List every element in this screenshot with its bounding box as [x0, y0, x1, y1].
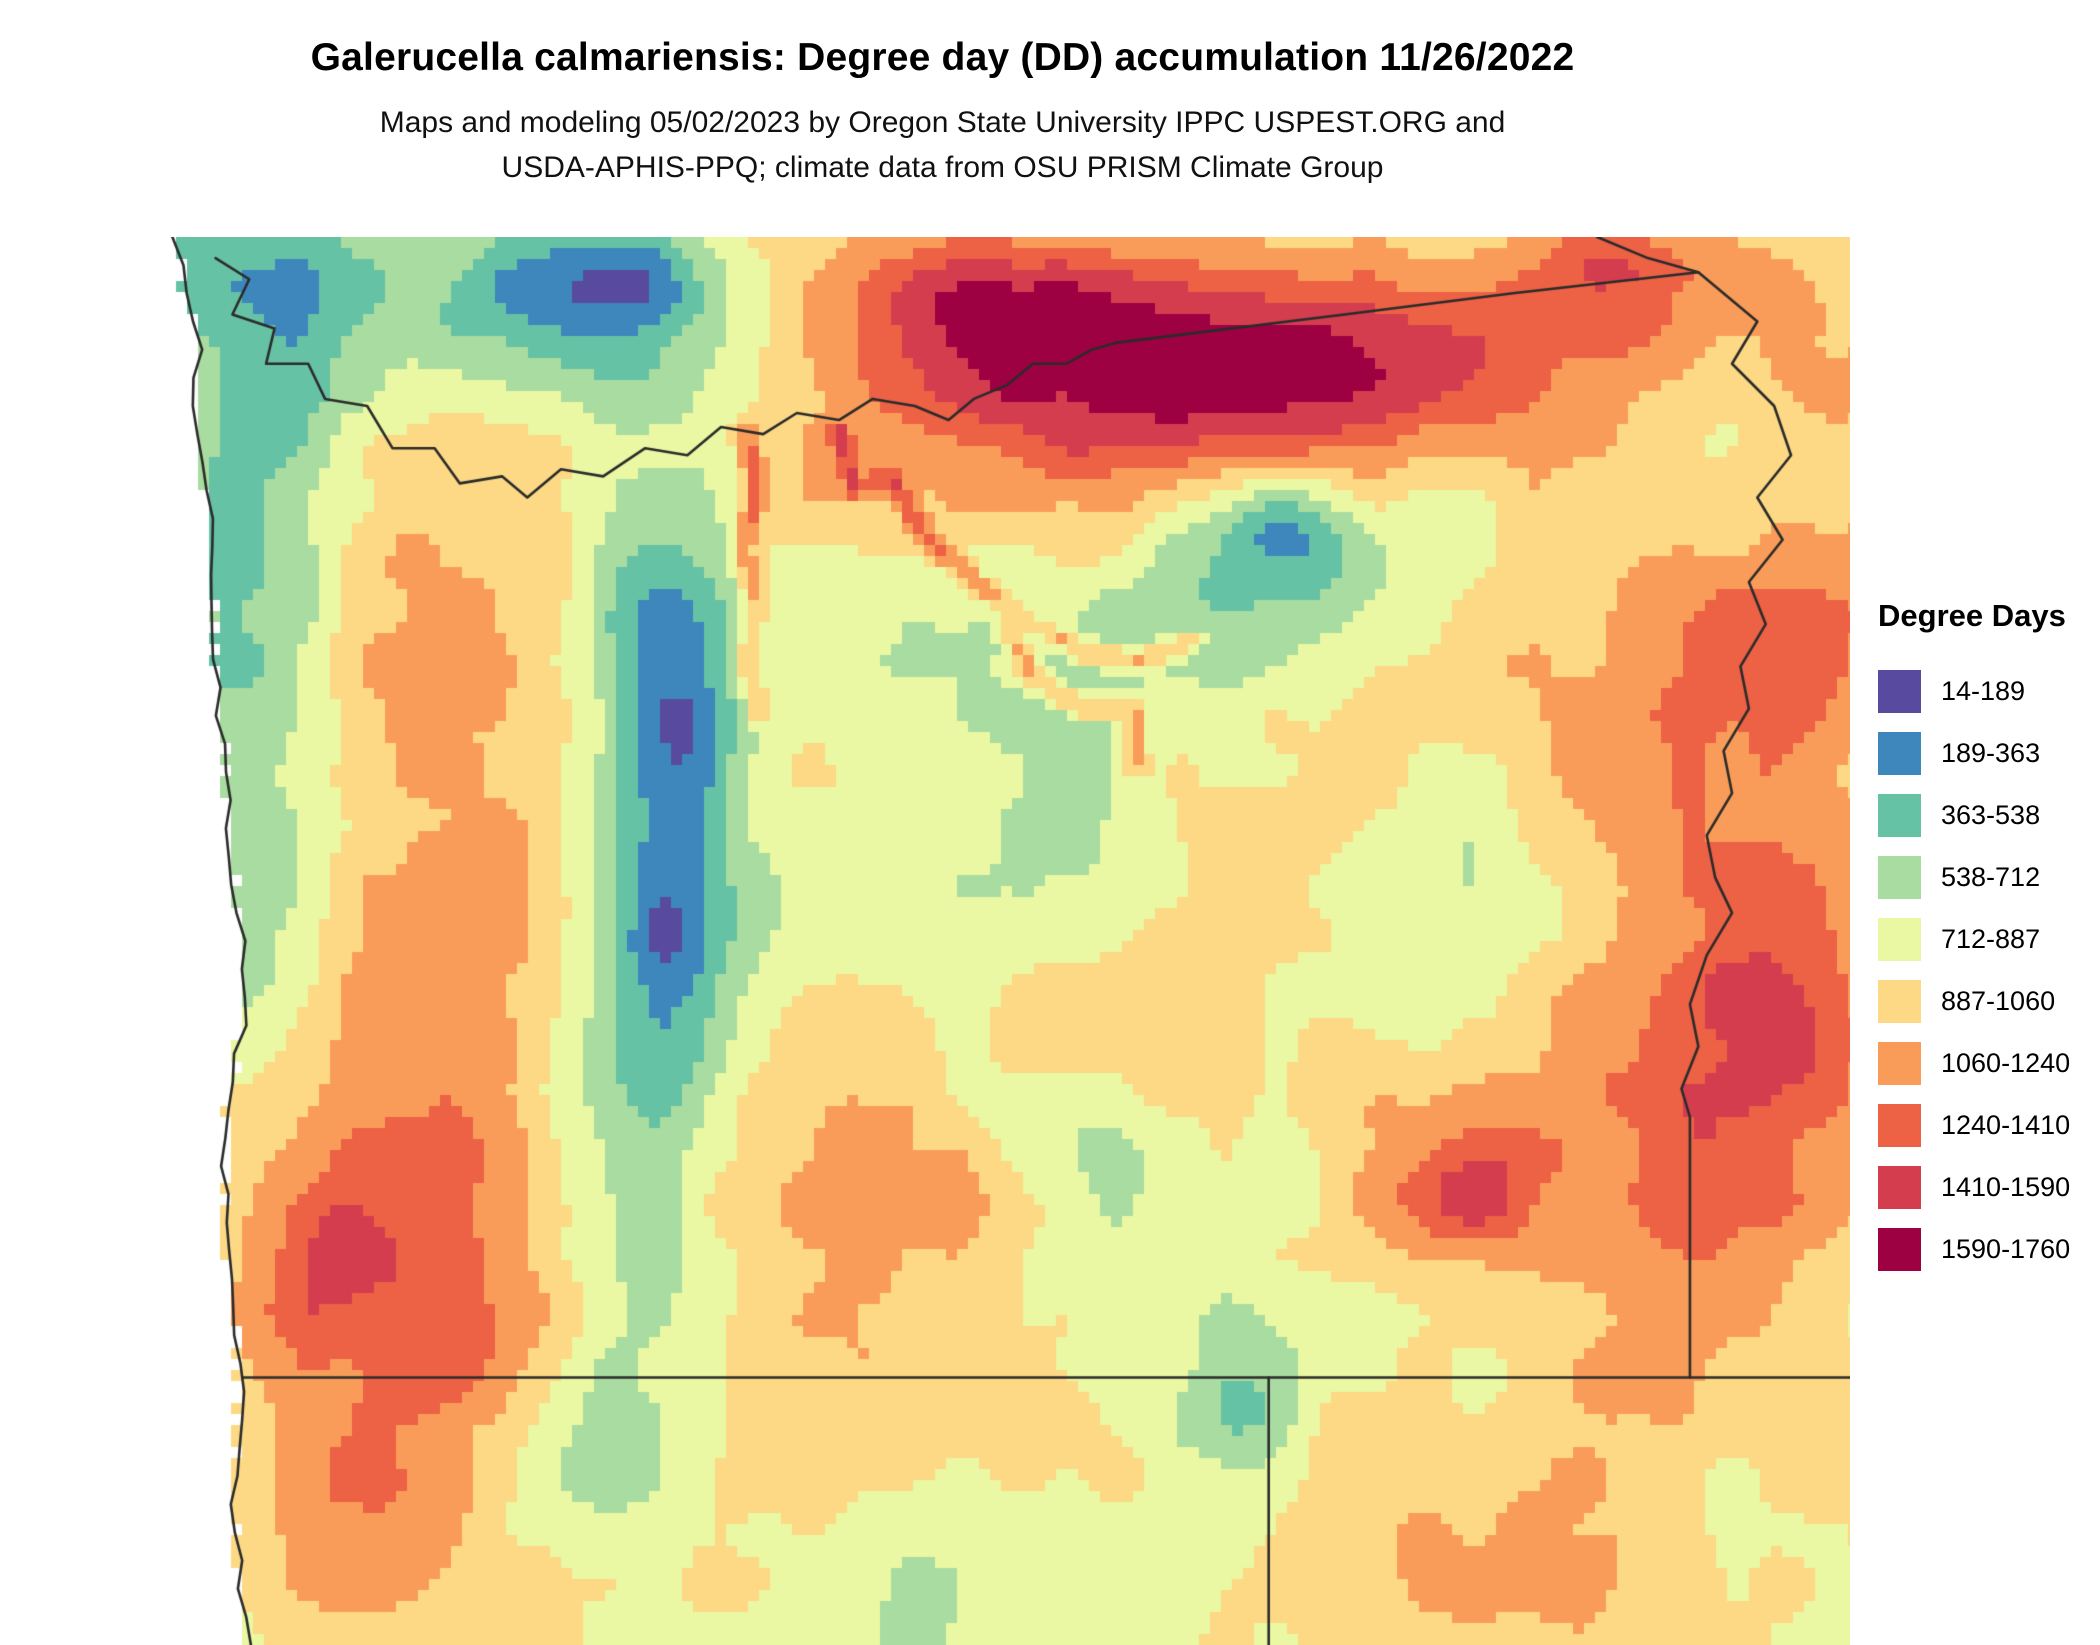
legend-row: 1060-1240	[1878, 1032, 2100, 1094]
legend-label: 1590-1760	[1941, 1233, 2071, 1264]
legend: Degree Days 14-189 189-363 363-538 538-712 7…	[1878, 598, 2100, 1280]
legend-row: 1590-1760	[1878, 1218, 2100, 1280]
legend-label: 1060-1240	[1941, 1047, 2071, 1078]
legend-row: 538-712	[1878, 846, 2100, 908]
legend-swatch	[1878, 1041, 1921, 1085]
legend-row: 189-363	[1878, 722, 2100, 784]
legend-label: 887-1060	[1941, 985, 2056, 1016]
legend-label: 189-363	[1941, 737, 2041, 768]
legend-swatch	[1878, 669, 1921, 713]
legend-row: 1240-1410	[1878, 1094, 2100, 1156]
legend-row: 1410-1590	[1878, 1156, 2100, 1218]
map-subtitle: Maps and modeling 05/02/2023 by Oregon S…	[100, 100, 1785, 190]
legend-swatch	[1878, 731, 1921, 775]
legend-swatch	[1878, 979, 1921, 1023]
legend-swatch	[1878, 855, 1921, 899]
map-area	[165, 237, 1850, 1645]
legend-label: 14-189	[1941, 675, 2026, 706]
legend-title: Degree Days	[1878, 598, 2066, 633]
legend-swatch	[1878, 1227, 1921, 1271]
subtitle-line-2: USDA-APHIS-PPQ; climate data from OSU PR…	[501, 151, 1384, 184]
legend-rows: 14-189 189-363 363-538 538-712 712-887 887-10…	[1878, 660, 2100, 1280]
legend-label: 712-887	[1941, 923, 2041, 954]
legend-swatch	[1878, 1165, 1921, 1209]
legend-label: 1240-1410	[1941, 1109, 2071, 1140]
legend-row: 712-887	[1878, 908, 2100, 970]
legend-label: 1410-1590	[1941, 1171, 2071, 1202]
map-title: Galerucella calmariensis: Degree day (DD…	[310, 36, 1575, 79]
legend-row: 887-1060	[1878, 970, 2100, 1032]
legend-swatch	[1878, 917, 1921, 961]
degree-day-raster-map	[165, 237, 1850, 1645]
legend-label: 363-538	[1941, 799, 2041, 830]
legend-row: 363-538	[1878, 784, 2100, 846]
legend-row: 14-189	[1878, 660, 2100, 722]
legend-swatch	[1878, 1103, 1921, 1147]
legend-swatch	[1878, 793, 1921, 837]
subtitle-line-1: Maps and modeling 05/02/2023 by Oregon S…	[379, 106, 1506, 139]
legend-label: 538-712	[1941, 861, 2041, 892]
